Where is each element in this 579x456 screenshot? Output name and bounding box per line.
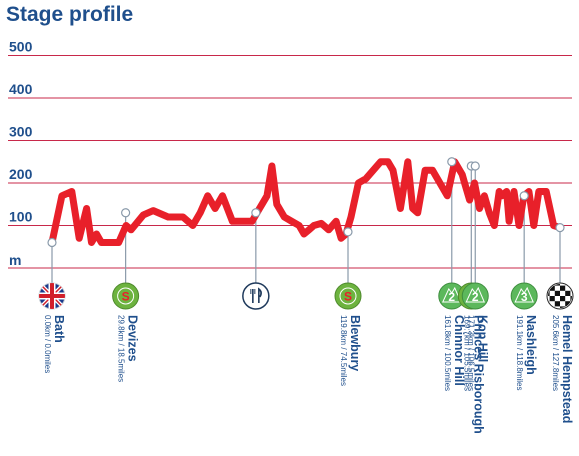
chart-title: Stage profile bbox=[6, 3, 133, 26]
badge-text: 2 bbox=[448, 290, 455, 304]
badge-text: 2 bbox=[472, 290, 479, 304]
point-distance-label: 119.8km / 74.5miles bbox=[339, 315, 348, 386]
point-marker bbox=[121, 208, 131, 218]
point-distance-label: 29.8km / 18.5miles bbox=[117, 315, 126, 382]
point-marker bbox=[470, 161, 480, 171]
badge-kom-icon: 2 bbox=[461, 282, 489, 310]
point-distance-label: 169.7km / 105.5miles bbox=[462, 315, 471, 391]
point-marker bbox=[343, 227, 353, 237]
badge-sprint-icon: S bbox=[112, 282, 140, 310]
point-marker bbox=[519, 191, 529, 201]
y-tick-label: 500 bbox=[9, 39, 33, 55]
y-tick-labels: 100 200 300 400 500 bbox=[9, 39, 33, 225]
point-distance-label: 205.6km / 127.8miles bbox=[551, 315, 560, 391]
point-connectors bbox=[51, 161, 561, 283]
badge-text: S bbox=[122, 290, 130, 304]
point-name-label: Blewbury bbox=[348, 315, 362, 371]
point-name-label: Kop Hill bbox=[475, 315, 489, 362]
point-distance-label: 171.3km / 106.5miles bbox=[466, 315, 475, 391]
badge-text: 3 bbox=[521, 290, 528, 304]
point-name-label: Chinnor Hill bbox=[452, 315, 466, 386]
point-distance-label: 0.0km / 0.0miles bbox=[43, 315, 52, 373]
y-tick-label: 300 bbox=[9, 124, 33, 140]
grid-lines bbox=[8, 55, 572, 269]
point-name-label: Devizes bbox=[126, 315, 140, 362]
badge-finish-icon bbox=[546, 282, 574, 310]
point-name-label: Hemel Hempstead bbox=[560, 315, 574, 423]
badge-feed-icon bbox=[242, 282, 270, 310]
point-marker bbox=[447, 157, 457, 167]
badge-sprint-icon: S bbox=[334, 282, 362, 310]
elevation-line bbox=[48, 158, 564, 246]
y-tick-label: 100 bbox=[9, 209, 33, 225]
badge-flag-icon bbox=[38, 282, 66, 310]
y-tick-label: 400 bbox=[9, 81, 33, 97]
y-tick-label: 200 bbox=[9, 166, 33, 182]
badge-text: S bbox=[344, 290, 352, 304]
y-axis-label: m bbox=[9, 252, 21, 268]
point-distance-label: 191.1km / 118.8miles bbox=[515, 315, 524, 390]
point-badges: SS2S23 bbox=[38, 282, 574, 310]
point-name-label: Bath bbox=[52, 315, 66, 343]
point-marker bbox=[555, 223, 565, 233]
point-distance-label: 161.8km / 100.5miles bbox=[443, 315, 452, 391]
point-name-label: Princes Risborough bbox=[471, 315, 485, 434]
point-name-label: Nashleigh bbox=[524, 315, 538, 375]
point-marker bbox=[47, 237, 57, 248]
badge-kom-icon: 3 bbox=[510, 282, 538, 310]
point-markers bbox=[47, 157, 565, 248]
point-marker bbox=[251, 208, 261, 218]
